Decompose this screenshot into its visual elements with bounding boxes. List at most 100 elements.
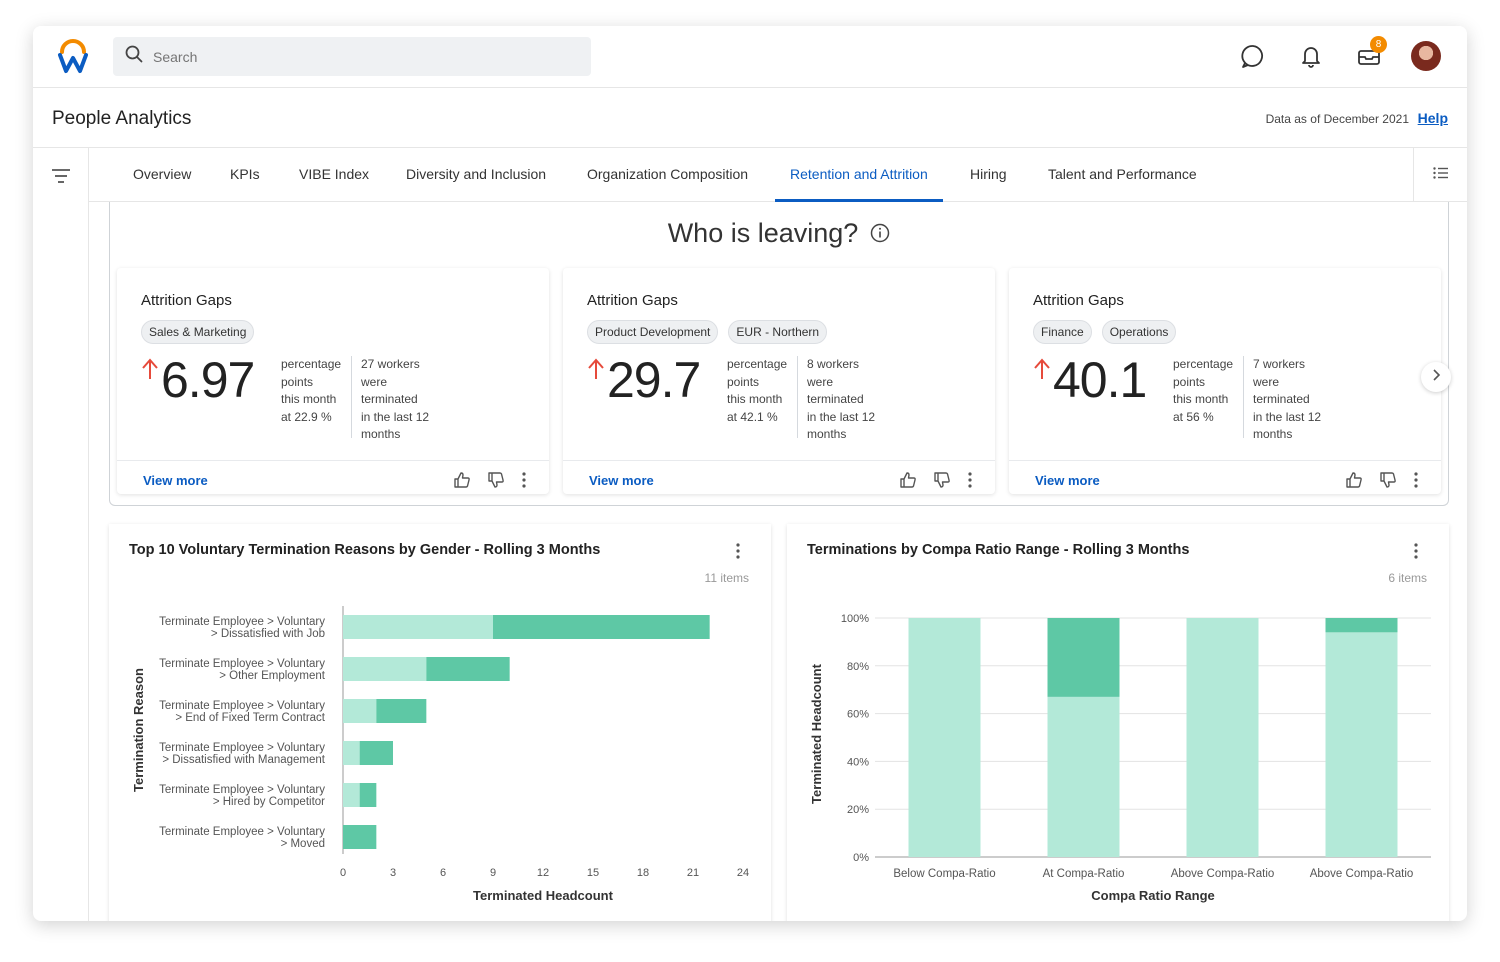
item-count: 6 items — [1388, 571, 1427, 585]
app-window: 8 People Analytics Data as of December 2… — [33, 26, 1467, 921]
chip[interactable]: EUR - Northern — [728, 320, 828, 344]
metric: 40.1 — [1033, 352, 1147, 408]
workday-logo-icon[interactable] — [57, 38, 89, 74]
x-tick-label: 6 — [440, 867, 446, 879]
column-segment — [908, 618, 981, 857]
column-segment — [1047, 696, 1120, 857]
termination-reasons-chart: Terminate Employee > Voluntary > Dissatis… — [131, 606, 749, 903]
more-options-icon[interactable] — [735, 542, 741, 565]
view-more-link[interactable]: View more — [589, 473, 654, 488]
category-label: > Dissatisfied with Job — [211, 628, 325, 640]
help-link[interactable]: Help — [1417, 110, 1448, 126]
thumbs-up-icon[interactable] — [1345, 471, 1363, 494]
metric-description: percentage points this month at 42.1 % — [727, 356, 801, 426]
thumbs-up-icon[interactable] — [899, 471, 917, 494]
category-label: > Other Employment — [219, 670, 326, 682]
left-sidebar — [33, 148, 89, 921]
attrition-gap-card: Attrition Gaps Finance Operations 40.1 p… — [1009, 268, 1441, 494]
search-bar[interactable] — [113, 37, 591, 76]
metric-value: 6.97 — [161, 352, 255, 408]
feedback-icons — [899, 471, 973, 494]
tab-diversity-and-inclusion[interactable]: Diversity and Inclusion — [406, 166, 547, 182]
bar-segment — [426, 657, 510, 681]
desc-line: this month — [727, 392, 783, 406]
x-tick-label: Above Compa-Ratio — [1310, 868, 1414, 880]
y-tick-label: 0% — [853, 852, 869, 864]
desc-line: in the last 12 — [361, 409, 430, 424]
thumbs-up-icon[interactable] — [453, 471, 471, 494]
more-options-icon[interactable] — [1413, 471, 1419, 494]
card-chips: Finance Operations — [1033, 320, 1177, 344]
card-title: Attrition Gaps — [141, 292, 232, 309]
category-label: Terminate Employee > Voluntary — [159, 826, 325, 838]
tab-talent-and-performance[interactable]: Talent and Performance — [1048, 166, 1197, 182]
tab-list-menu-button[interactable] — [1413, 148, 1467, 202]
desc-line: at 56 % — [1173, 409, 1214, 424]
tab-organization-composition[interactable]: Organization Composition — [587, 166, 749, 182]
tab-vibe-index[interactable]: VIBE Index — [299, 166, 370, 182]
x-tick-label: 12 — [537, 867, 549, 879]
more-options-icon[interactable] — [967, 471, 973, 494]
bar-segment — [359, 783, 377, 807]
thumbs-down-icon[interactable] — [933, 471, 951, 494]
x-tick-label: 18 — [637, 867, 649, 879]
info-icon[interactable] — [870, 219, 890, 250]
bar-segment — [343, 783, 360, 807]
y-axis-label: Terminated Headcount — [809, 663, 824, 804]
bar-segment — [343, 825, 377, 849]
tab-overview[interactable]: Overview — [133, 166, 192, 182]
more-options-icon[interactable] — [521, 471, 527, 494]
chip[interactable]: Sales & Marketing — [141, 320, 255, 344]
card-footer: View more — [1009, 460, 1441, 494]
item-count: 11 items — [704, 571, 749, 585]
data-as-of-label: Data as of December 2021 — [1265, 112, 1409, 126]
inbox-icon[interactable]: 8 — [1353, 36, 1387, 72]
divider — [1243, 356, 1244, 438]
x-tick-label: At Compa-Ratio — [1043, 868, 1125, 880]
metric-description: percentage points this month at 22.9 % — [281, 356, 355, 426]
desc-line: points — [1173, 374, 1206, 389]
bell-icon[interactable] — [1295, 40, 1327, 72]
worker-count-description: 8 workers were terminated in the last 12… — [807, 356, 897, 444]
x-tick-label: Above Compa-Ratio — [1171, 868, 1275, 880]
category-label: Terminate Employee > Voluntary — [159, 658, 325, 670]
chip[interactable]: Finance — [1033, 320, 1092, 344]
column-segment — [1047, 618, 1120, 697]
filter-icon[interactable] — [51, 168, 71, 189]
carousel-next-button[interactable] — [1421, 362, 1451, 392]
search-input[interactable] — [153, 48, 553, 65]
category-label: Terminate Employee > Voluntary — [159, 700, 325, 712]
desc-line: terminated — [807, 392, 864, 406]
y-tick-label: 100% — [841, 613, 869, 625]
view-more-link[interactable]: View more — [1035, 473, 1100, 488]
metric-value: 40.1 — [1053, 352, 1147, 408]
card-footer: View more — [563, 460, 995, 494]
thumbs-down-icon[interactable] — [487, 471, 505, 494]
bar-segment — [376, 699, 427, 723]
tab-kpis[interactable]: KPIs — [230, 166, 260, 182]
arrow-up-icon — [141, 358, 159, 385]
chat-icon[interactable] — [1237, 40, 1269, 72]
arrow-up-icon — [587, 358, 605, 385]
tab-hiring[interactable]: Hiring — [970, 166, 1007, 182]
more-options-icon[interactable] — [1413, 542, 1419, 565]
desc-line: this month — [1173, 392, 1229, 406]
who-is-leaving-section: Who is leaving? Attrition Gaps Sales & M… — [109, 202, 1451, 506]
card-chips: Sales & Marketing — [141, 320, 255, 344]
view-more-link[interactable]: View more — [143, 473, 208, 488]
thumbs-down-icon[interactable] — [1379, 471, 1397, 494]
desc-line: percentage — [727, 357, 788, 371]
category-label: Terminate Employee > Voluntary — [159, 784, 325, 796]
tab-bar: Overview KPIs VIBE Index Diversity and I… — [89, 148, 1467, 202]
search-icon — [125, 45, 143, 68]
section-title: Who is leaving? — [110, 218, 1448, 250]
chip[interactable]: Operations — [1101, 320, 1177, 344]
list-icon — [1432, 166, 1449, 184]
avatar[interactable] — [1411, 41, 1441, 71]
chip[interactable]: Product Development — [587, 320, 719, 344]
desc-line: at 22.9 % — [281, 409, 332, 424]
section-title-text: Who is leaving? — [667, 218, 859, 248]
column-segment — [1325, 632, 1398, 857]
bar-segment — [343, 699, 377, 723]
tab-retention-and-attrition[interactable]: Retention and Attrition — [775, 148, 943, 202]
